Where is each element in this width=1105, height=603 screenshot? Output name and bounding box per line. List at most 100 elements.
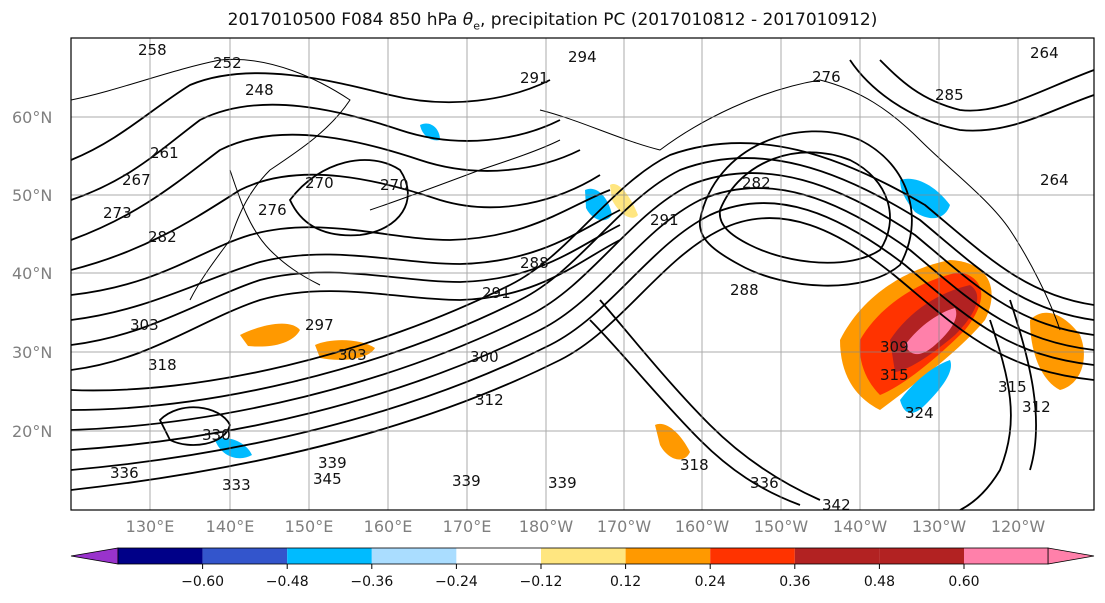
contour-label: 345 bbox=[313, 470, 342, 488]
contour-label: 324 bbox=[905, 404, 934, 422]
lat-label-20n: 20°N bbox=[12, 422, 52, 441]
colorbar-extend-low bbox=[70, 547, 119, 565]
contour-label: 276 bbox=[812, 68, 841, 86]
contour-line bbox=[849, 59, 1094, 132]
contour-label: 315 bbox=[880, 366, 909, 384]
contour-label: 342 bbox=[822, 496, 851, 514]
colorbar-extend-high bbox=[1047, 547, 1095, 565]
colorbar-tick-label: −0.24 bbox=[435, 574, 478, 590]
lon-label: 180°W bbox=[519, 517, 574, 536]
contour-line bbox=[71, 133, 581, 241]
lon-label: 160°W bbox=[675, 517, 730, 536]
pc-area-negative bbox=[900, 360, 951, 414]
map-frame bbox=[70, 37, 1095, 511]
contour-label: 264 bbox=[1040, 171, 1069, 189]
contour-label: 300 bbox=[470, 348, 499, 366]
contour-label: 285 bbox=[935, 86, 964, 104]
contour-label: 336 bbox=[110, 464, 139, 482]
contour-line bbox=[71, 209, 621, 321]
contour-line bbox=[718, 151, 891, 264]
contour-label: 276 bbox=[258, 201, 287, 219]
contour-label: 270 bbox=[305, 174, 334, 192]
pc-area-max bbox=[905, 308, 957, 355]
colorbar-segment bbox=[371, 548, 457, 564]
contour-label: 330 bbox=[202, 426, 231, 444]
coastline-aleutians bbox=[369, 139, 561, 211]
latitude-labels: 60°N 50°N 40°N 30°N 20°N bbox=[12, 108, 52, 441]
contour-label: 291 bbox=[520, 69, 549, 87]
contour-label: 252 bbox=[213, 54, 242, 72]
contour-label: 282 bbox=[148, 228, 177, 246]
pc-area-positive-subtropic bbox=[655, 423, 690, 460]
contour-line bbox=[71, 72, 551, 161]
colorbar-tick-label: 0.36 bbox=[779, 574, 810, 590]
lon-label: 150°E bbox=[285, 517, 334, 536]
contour-label: 288 bbox=[520, 254, 549, 272]
contour-label: 303 bbox=[130, 316, 159, 334]
pc-area-positive-kuroshio bbox=[240, 323, 300, 347]
contour-line bbox=[71, 142, 1094, 392]
contour-label: 339 bbox=[318, 454, 347, 472]
contour-label: 288 bbox=[730, 281, 759, 299]
lon-label: 140°W bbox=[833, 517, 888, 536]
colorbar-segment bbox=[287, 548, 372, 564]
theta-e-contours bbox=[71, 59, 1094, 510]
contour-label: 267 bbox=[122, 171, 151, 189]
contour-label: 291 bbox=[650, 211, 679, 229]
colorbar-ticks bbox=[202, 564, 965, 569]
chart-title: 2017010500 F084 850 hPa θe, precipitatio… bbox=[227, 10, 878, 33]
colorbar-tick-label: −0.60 bbox=[181, 574, 224, 590]
contour-label: 312 bbox=[475, 391, 504, 409]
lon-label: 140°E bbox=[206, 517, 255, 536]
lon-label: 130°W bbox=[912, 517, 967, 536]
colorbar-segment bbox=[794, 548, 880, 564]
lon-label: 150°W bbox=[754, 517, 809, 536]
contour-label: 270 bbox=[380, 176, 409, 194]
colorbar-tick-label: −0.12 bbox=[520, 574, 563, 590]
contour-labels: 258 252 248 264 261 267 273 270 276 282 … bbox=[103, 41, 1069, 514]
longitude-labels: 130°E 140°E 150°E 160°E 170°E 180°W 170°… bbox=[126, 517, 1046, 536]
colorbar-segment bbox=[202, 548, 288, 564]
colorbar-segment bbox=[879, 548, 964, 564]
theta-subscript: e bbox=[473, 19, 480, 33]
colorbar-frame bbox=[117, 547, 1049, 565]
colorbar-segment bbox=[625, 548, 711, 564]
pc-area-negative-gulf bbox=[585, 188, 612, 221]
contour-line bbox=[71, 202, 1094, 471]
contour-label: 339 bbox=[548, 474, 577, 492]
lon-label: 170°E bbox=[443, 517, 492, 536]
theta-symbol: θ bbox=[462, 10, 474, 30]
lon-label: 170°W bbox=[597, 517, 652, 536]
contour-line bbox=[288, 159, 409, 237]
contour-line bbox=[589, 319, 801, 506]
colorbar-segment bbox=[964, 548, 1048, 564]
contour-line bbox=[879, 59, 1094, 112]
contour-label: 318 bbox=[680, 456, 709, 474]
contour-label: 294 bbox=[568, 48, 597, 66]
lat-label-60n: 60°N bbox=[12, 108, 52, 127]
pc-area-negative-coast bbox=[900, 178, 950, 219]
contour-line bbox=[71, 189, 611, 296]
contour-line bbox=[71, 173, 601, 271]
contour-label: 297 bbox=[305, 316, 334, 334]
colorbar: −0.60 −0.48 −0.36 −0.24 −0.12 0.12 0.24 … bbox=[70, 547, 1095, 590]
lon-label: 160°E bbox=[364, 517, 413, 536]
contour-label: 291 bbox=[482, 284, 511, 302]
colorbar-segment bbox=[710, 548, 795, 564]
contour-label: 282 bbox=[742, 174, 771, 192]
contour-label: 261 bbox=[150, 144, 179, 162]
contour-label: 248 bbox=[245, 81, 274, 99]
contour-label: 315 bbox=[998, 378, 1027, 396]
gridlines bbox=[71, 38, 1094, 510]
contour-label: 273 bbox=[103, 204, 132, 222]
lat-label-40n: 40°N bbox=[12, 264, 52, 283]
pc-area-negative-small bbox=[420, 123, 440, 141]
colorbar-tick-label: 0.12 bbox=[610, 574, 641, 590]
lat-label-30n: 30°N bbox=[12, 343, 52, 362]
colorbar-segment bbox=[541, 548, 626, 564]
lat-label-50n: 50°N bbox=[12, 186, 52, 205]
contour-label: 309 bbox=[880, 338, 909, 356]
contour-line bbox=[71, 187, 1094, 451]
contour-line bbox=[71, 217, 1094, 491]
